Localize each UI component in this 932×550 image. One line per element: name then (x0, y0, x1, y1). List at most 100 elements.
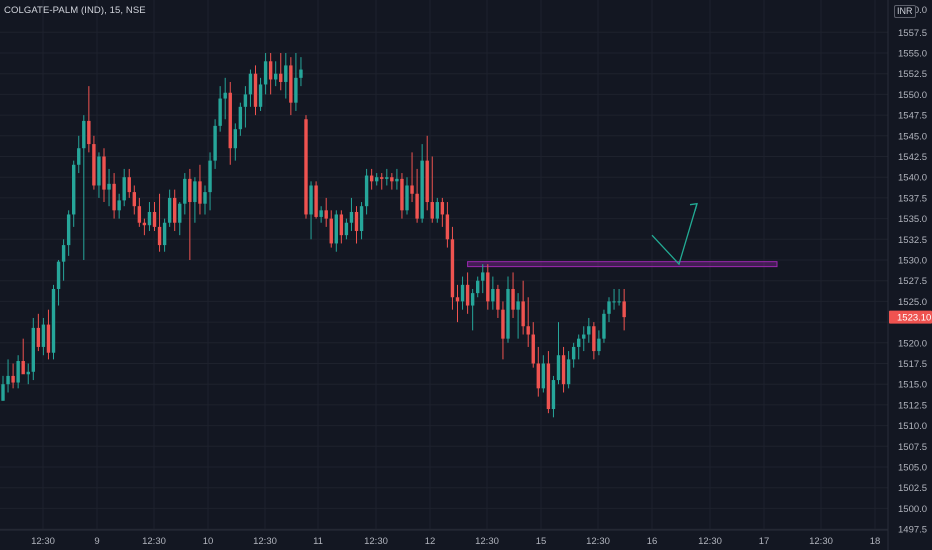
candle-body (369, 175, 374, 182)
candle-body (465, 284, 470, 306)
candle-body (506, 288, 510, 339)
candle-body (551, 380, 556, 410)
candles-group (1, 53, 626, 418)
y-axis-tick-label: 1537.5 (898, 193, 927, 204)
candle-body (127, 177, 131, 193)
candle-body (21, 361, 25, 375)
y-axis-tick-label: 1535.0 (898, 214, 927, 225)
candle-body (122, 177, 126, 201)
candle-body (516, 301, 520, 310)
y-axis-tick-label: 1555.0 (898, 49, 927, 60)
y-axis-tick-label: 1497.5 (898, 525, 927, 536)
candle-body (536, 363, 540, 389)
x-axis-tick-label: 10 (203, 536, 214, 547)
candle-body (117, 200, 121, 211)
x-axis-tick-label: 12 (425, 536, 436, 547)
candle-body (36, 327, 41, 347)
candle-body (450, 239, 455, 298)
y-axis-tick-label: 1552.5 (898, 69, 927, 80)
candle-body (16, 361, 20, 383)
candle-body (228, 92, 232, 149)
candle-body (183, 178, 187, 204)
candle-body (410, 185, 414, 194)
currency-badge[interactable]: INR (894, 5, 916, 18)
candle-body (284, 65, 288, 82)
candle-body (223, 92, 227, 99)
candle-body (82, 120, 86, 149)
x-axis-tick-label: 18 (870, 536, 881, 547)
candle-body (173, 197, 177, 223)
candle-body (561, 355, 566, 385)
candle-body (364, 175, 369, 207)
x-axis-tick-label: 12:30 (253, 536, 277, 547)
last-price-label: 1523.10 (897, 313, 931, 324)
candle-body (1, 384, 5, 401)
candle-body (11, 375, 15, 383)
candle-body (66, 214, 71, 246)
y-axis-tick-label: 1532.5 (898, 235, 927, 246)
candle-body (425, 160, 429, 203)
candle-body (602, 313, 606, 339)
y-axis-tick-label: 1530.0 (898, 256, 927, 267)
candle-body (324, 210, 328, 219)
x-axis-tick-label: 17 (759, 536, 770, 547)
candle-body (420, 160, 424, 219)
candle-body (607, 301, 611, 314)
candle-body (359, 206, 364, 232)
candle-body (294, 77, 298, 103)
candle-body (72, 164, 76, 215)
symbol-title: COLGATE-PALM (IND), 15, NSE (4, 5, 146, 16)
candle-body (263, 61, 268, 85)
candle-body (521, 301, 525, 327)
candle-body (178, 203, 182, 223)
x-axis-tick-label: 12:30 (31, 536, 55, 547)
x-axis-tick-label: 12:30 (475, 536, 499, 547)
candle-body (157, 226, 162, 246)
y-axis-tick-label: 1517.5 (898, 359, 927, 370)
candle-body (380, 177, 384, 179)
candle-body (334, 214, 338, 244)
x-axis-tick-label: 15 (536, 536, 547, 547)
candle-body (92, 144, 96, 186)
candle-body (592, 326, 596, 352)
candle-body (304, 119, 308, 215)
y-axis-tick-label: 1542.5 (898, 152, 927, 163)
candle-body (501, 309, 505, 339)
support-zone (467, 261, 778, 268)
candle-body (511, 288, 515, 310)
candle-body (233, 129, 237, 149)
candle-body (26, 371, 30, 375)
candle-body (571, 346, 576, 360)
y-axis-tick-label: 1525.0 (898, 297, 927, 308)
candle-body (622, 301, 626, 318)
candle-body (460, 284, 465, 302)
candle-body (152, 211, 157, 227)
candle-body (162, 222, 167, 246)
candle-body (193, 181, 197, 203)
x-axis-tick-label: 12:30 (698, 536, 722, 547)
candle-body (435, 202, 439, 219)
y-axis-tick-label: 1515.0 (898, 380, 927, 391)
candle-body (314, 185, 318, 217)
candle-body (203, 192, 207, 204)
candle-body (41, 324, 46, 347)
candle-body (440, 202, 445, 215)
last-price-badge (889, 310, 932, 324)
candle-body (46, 324, 51, 353)
candle-body (566, 359, 571, 385)
candle-body (577, 338, 581, 347)
candle-body (329, 218, 333, 244)
candle-body (274, 73, 278, 80)
y-axis-tick-label: 1505.0 (898, 463, 927, 474)
y-axis-tick-label: 1507.5 (898, 442, 927, 453)
candle-body (430, 202, 434, 219)
projection-arrow-head (689, 202, 698, 211)
x-axis-tick-label: 12:30 (809, 536, 833, 547)
candle-body (612, 301, 616, 303)
candle-body (218, 98, 222, 126)
y-axis-tick-label: 1527.5 (898, 276, 927, 287)
y-axis-tick-label: 1540.0 (898, 173, 927, 184)
y-axis-tick-label: 1510.0 (898, 421, 927, 432)
candle-body (405, 185, 409, 211)
